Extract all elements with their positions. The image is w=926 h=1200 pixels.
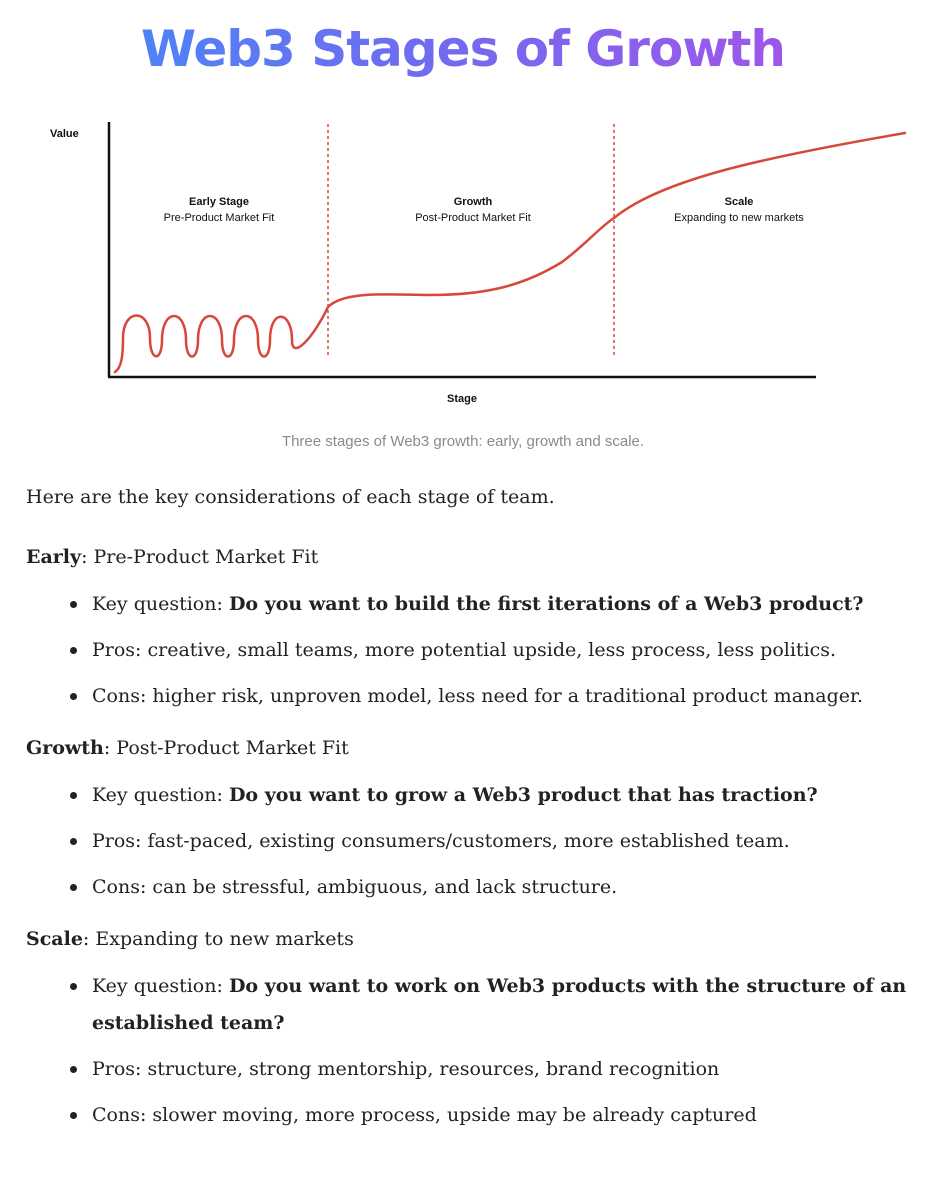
stage-label: Early: [26, 546, 82, 568]
stage-sub-scale: Expanding to new markets: [674, 212, 804, 224]
stage-label-early: Early Stage: [189, 196, 249, 208]
stage-label: Scale: [26, 928, 83, 950]
y-axis-label: Value: [50, 128, 79, 140]
scale-list: Key question: Do you want to work on Web…: [26, 968, 916, 1134]
key-question: Do you want to work on Web3 products wit…: [92, 975, 907, 1034]
stage-label-scale: Scale: [725, 196, 754, 208]
key-prefix: Key question:: [92, 593, 229, 615]
list-item: Pros: creative, small teams, more potent…: [70, 632, 916, 669]
stage-label-growth: Growth: [454, 196, 493, 208]
key-question: Do you want to build the first iteration…: [228, 593, 864, 615]
page-title: Web3 Stages of Growth: [0, 14, 926, 84]
growth-chart: Value Stage Early Stage Pre-Product Mark…: [50, 122, 907, 405]
list-item: Key question: Do you want to grow a Web3…: [70, 777, 916, 814]
chart-caption: Three stages of Web3 growth: early, grow…: [281, 433, 645, 450]
list-item: Key question: Do you want to build the f…: [70, 586, 916, 623]
stage-sub-growth: Post-Product Market Fit: [415, 212, 531, 224]
stage-heading-scale: Scale: Expanding to new markets: [26, 922, 916, 956]
article-body: Here are the key considerations of each …: [26, 480, 916, 1150]
list-item: Pros: fast-paced, existing consumers/cus…: [70, 823, 916, 860]
key-prefix: Key question:: [92, 975, 229, 997]
key-prefix: Key question:: [92, 784, 229, 806]
list-item: Cons: higher risk, unproven model, less …: [70, 678, 916, 715]
list-item: Key question: Do you want to work on Web…: [70, 968, 916, 1042]
intro-text: Here are the key considerations of each …: [26, 486, 555, 508]
stage-heading-growth: Growth: Post-Product Market Fit: [26, 731, 916, 765]
x-axis-label: Stage: [447, 393, 477, 405]
stage-sub-early: Pre-Product Market Fit: [164, 212, 275, 224]
stage-label: Growth: [26, 737, 104, 759]
early-list: Key question: Do you want to build the f…: [26, 586, 916, 715]
key-question: Do you want to grow a Web3 product that …: [228, 784, 818, 806]
growth-curve: [113, 131, 907, 374]
growth-list: Key question: Do you want to grow a Web3…: [26, 777, 916, 906]
list-item: Cons: can be stressful, ambiguous, and l…: [70, 869, 916, 906]
list-item: Cons: slower moving, more process, upsid…: [70, 1097, 916, 1134]
list-item: Pros: structure, strong mentorship, reso…: [70, 1051, 916, 1088]
stage-heading-early: Early: Pre-Product Market Fit: [26, 540, 916, 574]
stage-subtitle: : Expanding to new markets: [82, 928, 354, 950]
stage-subtitle: : Post-Product Market Fit: [103, 737, 349, 759]
stage-subtitle: : Pre-Product Market Fit: [81, 546, 319, 568]
